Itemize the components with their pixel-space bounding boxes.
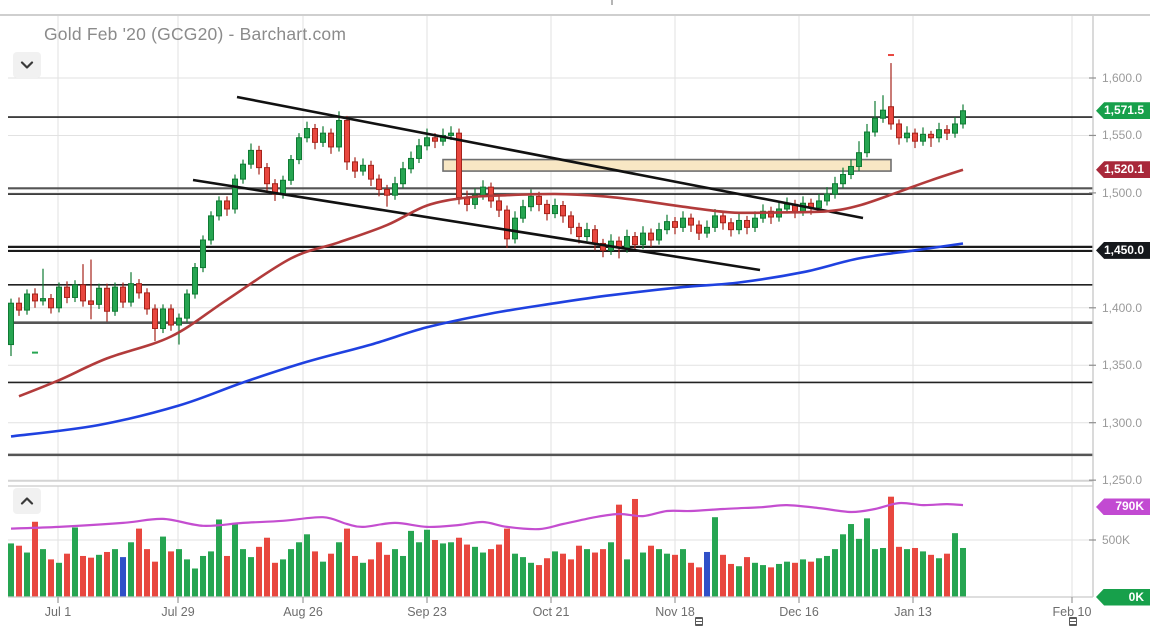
calendar-icon[interactable] xyxy=(1069,617,1077,626)
date-axis-label: Jul 29 xyxy=(161,605,195,619)
date-axis-label: Jan 13 xyxy=(894,605,932,619)
chevron-down-icon xyxy=(20,61,34,69)
date-axis-label: Dec 16 xyxy=(779,605,819,619)
ma200-line[interactable] xyxy=(10,242,964,438)
resistance-zone[interactable] xyxy=(442,158,892,172)
collapse-main-panel-button[interactable] xyxy=(13,52,41,78)
price-axis-label: 1,350.0 xyxy=(1102,358,1143,373)
chart-title: Gold Feb '20 (GCG20) - Barchart.com xyxy=(44,24,347,44)
candlestick-series[interactable] xyxy=(8,63,966,357)
top-border xyxy=(0,14,1150,16)
vertical-gridlines xyxy=(57,16,1073,597)
volume-ma-badge: 790K xyxy=(1096,498,1150,516)
date-axis-label: Aug 26 xyxy=(283,605,323,619)
trendlines[interactable] xyxy=(192,95,864,272)
calendar-icon[interactable] xyxy=(695,617,703,626)
horizontal-line-badge: 1,450.0 xyxy=(1096,241,1150,259)
axis-tick-marks xyxy=(57,77,1096,603)
volume-ma-line[interactable] xyxy=(10,501,964,531)
price-markers xyxy=(32,54,894,354)
ma50-line[interactable] xyxy=(18,168,964,398)
date-axis-label: Jul 1 xyxy=(44,605,72,619)
price-axis-label: 1,550.0 xyxy=(1102,128,1143,143)
ma50-value-badge: 1,520.1 xyxy=(1096,161,1150,179)
volume-zero-badge: 0K xyxy=(1096,588,1150,606)
price-axis-label: 1,500.0 xyxy=(1102,185,1143,200)
price-axis-label: 1,600.0 xyxy=(1102,71,1143,85)
date-axis-label: Nov 18 xyxy=(655,605,695,619)
collapse-volume-panel-button[interactable] xyxy=(13,488,41,514)
date-axis-label: Oct 21 xyxy=(532,605,570,619)
price-axis-label: 1,300.0 xyxy=(1102,415,1143,430)
price-axis-label: 1,250.0 xyxy=(1102,473,1143,488)
volume-axis-label: 500K xyxy=(1102,533,1131,547)
date-axis-label: Sep 23 xyxy=(407,605,447,619)
chevron-up-icon xyxy=(20,497,34,505)
volume-series[interactable] xyxy=(8,496,966,597)
date-axis-label: Feb 10 xyxy=(1052,605,1092,619)
last-price-badge: 1,571.5 xyxy=(1096,102,1150,120)
price-axis-label: 1,400.0 xyxy=(1102,300,1143,315)
top-tick xyxy=(611,0,613,5)
